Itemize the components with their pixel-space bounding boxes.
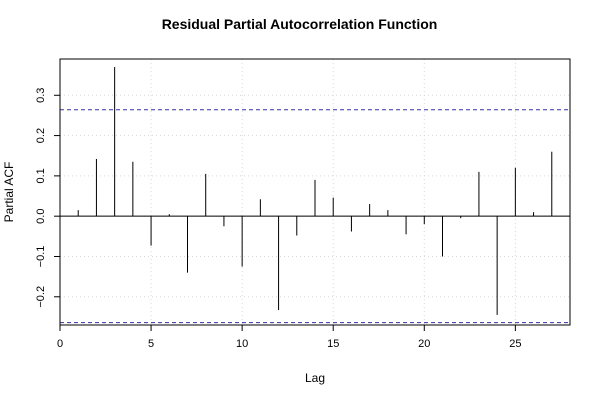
x-tick-label-2: 10 [236,338,248,350]
y-tick-label-3: 0.1 [35,168,47,183]
plot-frame [59,58,571,326]
y-tick-label-2: 0.0 [35,209,47,224]
y-tick-label-1: −0.1 [35,246,47,268]
chart-title: Residual Partial Autocorrelation Functio… [162,16,438,32]
pacf-bars [77,67,553,315]
x-tick-label-4: 20 [418,338,430,350]
confidence-bounds [60,109,570,324]
y-axis-label: Partial ACF [2,162,16,223]
x-tick-label-3: 15 [327,338,339,350]
x-tick-label-5: 25 [509,338,521,350]
y-tick-label-5: 0.3 [35,88,47,103]
x-tick-label-1: 5 [148,338,154,350]
x-axis: 0 5 10 15 20 25 [57,325,521,350]
y-axis: −0.2 −0.1 0.0 0.1 0.2 0.3 [35,88,60,308]
x-tick-label-0: 0 [57,338,63,350]
y-tick-label-0: −0.2 [35,286,47,308]
y-tick-label-4: 0.2 [35,128,47,143]
x-axis-label: Lag [305,371,325,385]
